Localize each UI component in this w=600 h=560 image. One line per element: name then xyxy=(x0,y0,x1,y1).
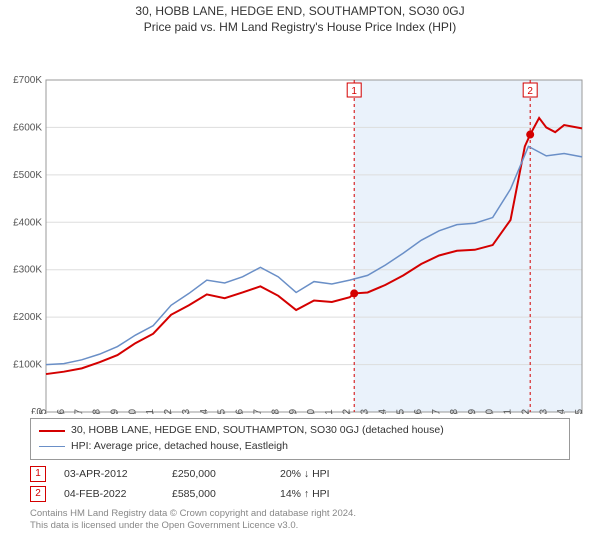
svg-text:2001: 2001 xyxy=(145,408,156,414)
svg-text:2019: 2019 xyxy=(467,408,478,414)
chart-title-line2: Price paid vs. HM Land Registry's House … xyxy=(0,20,600,34)
svg-text:2008: 2008 xyxy=(270,408,281,414)
footer-line1: Contains HM Land Registry data © Crown c… xyxy=(30,508,570,520)
svg-text:2024: 2024 xyxy=(556,408,567,414)
svg-text:2004: 2004 xyxy=(199,408,210,414)
transaction-date: 04-FEB-2022 xyxy=(64,488,154,500)
svg-text:1995: 1995 xyxy=(38,408,49,414)
svg-text:2025: 2025 xyxy=(574,408,585,414)
legend-swatch xyxy=(39,430,65,432)
svg-text:2: 2 xyxy=(527,86,533,97)
transaction-badge: 2 xyxy=(30,486,46,502)
legend-swatch xyxy=(39,446,65,447)
transaction-row: 1 03-APR-2012 £250,000 20% ↓ HPI xyxy=(30,464,570,484)
svg-text:2002: 2002 xyxy=(163,408,174,414)
svg-text:1996: 1996 xyxy=(56,408,67,414)
svg-text:2017: 2017 xyxy=(431,408,442,414)
legend: 30, HOBB LANE, HEDGE END, SOUTHAMPTON, S… xyxy=(30,418,570,460)
svg-text:£200K: £200K xyxy=(13,312,42,323)
svg-text:2014: 2014 xyxy=(377,408,388,414)
svg-text:1997: 1997 xyxy=(74,408,85,414)
svg-text:2011: 2011 xyxy=(324,409,335,414)
svg-text:1998: 1998 xyxy=(92,408,103,414)
footer-line2: This data is licensed under the Open Gov… xyxy=(30,520,570,532)
svg-text:2005: 2005 xyxy=(217,408,228,414)
legend-label: HPI: Average price, detached house, East… xyxy=(71,439,288,455)
transaction-delta: 20% ↓ HPI xyxy=(280,468,370,480)
transaction-price: £585,000 xyxy=(172,488,262,500)
svg-text:2023: 2023 xyxy=(538,408,549,414)
svg-text:2021: 2021 xyxy=(503,408,514,414)
svg-text:2018: 2018 xyxy=(449,408,460,414)
transaction-delta: 14% ↑ HPI xyxy=(280,488,370,500)
legend-label: 30, HOBB LANE, HEDGE END, SOUTHAMPTON, S… xyxy=(71,423,444,439)
legend-item: HPI: Average price, detached house, East… xyxy=(39,439,561,455)
svg-text:£400K: £400K xyxy=(13,217,42,228)
svg-text:£700K: £700K xyxy=(13,75,42,86)
svg-text:1999: 1999 xyxy=(109,408,120,414)
svg-text:£100K: £100K xyxy=(13,360,42,371)
transaction-list: 1 03-APR-2012 £250,000 20% ↓ HPI 2 04-FEB-202… xyxy=(30,464,570,504)
transaction-date: 03-APR-2012 xyxy=(64,468,154,480)
svg-text:2015: 2015 xyxy=(395,408,406,414)
svg-text:2007: 2007 xyxy=(252,408,263,414)
transaction-dot xyxy=(526,131,534,139)
transaction-price: £250,000 xyxy=(172,468,262,480)
chart-title-line1: 30, HOBB LANE, HEDGE END, SOUTHAMPTON, S… xyxy=(0,4,600,18)
transaction-badge: 1 xyxy=(30,466,46,482)
transaction-row: 2 04-FEB-2022 £585,000 14% ↑ HPI xyxy=(30,484,570,504)
svg-text:2016: 2016 xyxy=(413,408,424,414)
svg-text:2010: 2010 xyxy=(306,408,317,414)
price-chart: £0£100K£200K£300K£400K£500K£600K£700K199… xyxy=(0,34,600,414)
svg-text:1: 1 xyxy=(351,86,357,97)
svg-text:2006: 2006 xyxy=(235,408,246,414)
legend-item: 30, HOBB LANE, HEDGE END, SOUTHAMPTON, S… xyxy=(39,423,561,439)
svg-text:£500K: £500K xyxy=(13,170,42,181)
svg-text:£300K: £300K xyxy=(13,265,42,276)
svg-text:2020: 2020 xyxy=(485,408,496,414)
svg-text:2009: 2009 xyxy=(288,408,299,414)
svg-text:£600K: £600K xyxy=(13,122,42,133)
transaction-dot xyxy=(350,289,358,297)
footer-attribution: Contains HM Land Registry data © Crown c… xyxy=(30,508,570,533)
svg-text:2012: 2012 xyxy=(342,408,353,414)
svg-text:2000: 2000 xyxy=(127,408,138,414)
svg-text:2013: 2013 xyxy=(360,408,371,414)
svg-text:2003: 2003 xyxy=(181,408,192,414)
